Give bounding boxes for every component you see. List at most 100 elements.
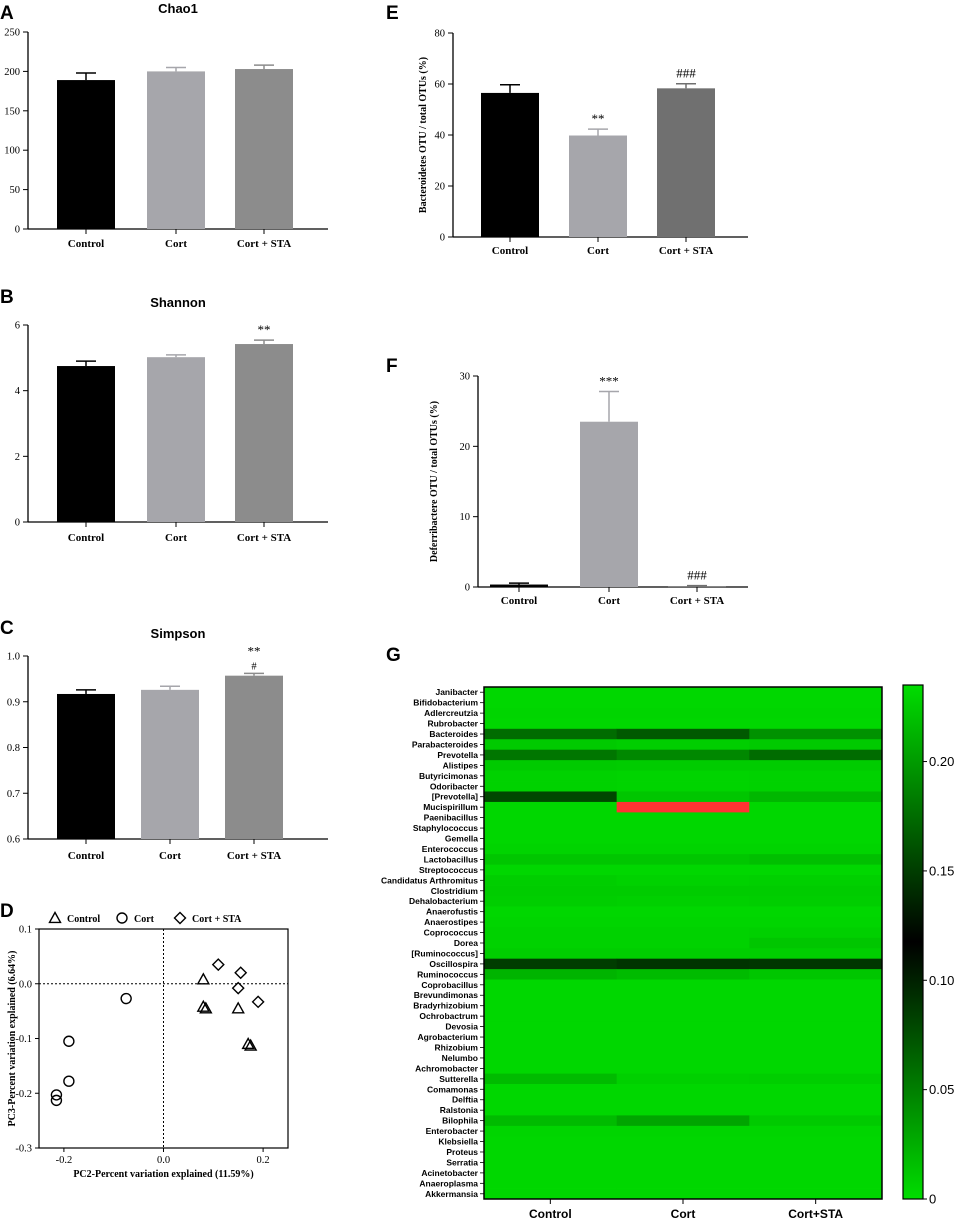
- heatmap-cell: [749, 969, 883, 980]
- heatmap-cell: [749, 1136, 883, 1148]
- heatmap-cell: [484, 739, 618, 751]
- y-tick-label: 50: [10, 185, 21, 196]
- heatmap-row-label: Dorea: [454, 938, 478, 948]
- y-axis-label: Bacteroidetes OTU / total OTUs (%): [418, 57, 429, 213]
- significance-marker: ***: [599, 373, 619, 388]
- heatmap-cell: [484, 707, 618, 719]
- category-label: Cort + STA: [237, 532, 291, 544]
- heatmap-cell: [749, 1115, 883, 1127]
- heatmap-cell: [484, 843, 618, 855]
- significance-marker: **: [258, 322, 271, 337]
- heatmap-cell: [484, 1157, 618, 1169]
- bar-2: [225, 675, 283, 839]
- y-tick-label: 0: [440, 233, 445, 244]
- heatmap-cell: [484, 791, 618, 803]
- y-tick-label: -0.1: [15, 1034, 32, 1045]
- heatmap-cell: [616, 687, 750, 698]
- heatmap-cell: [616, 801, 750, 813]
- heatmap-cell: [616, 718, 750, 730]
- significance-marker: **: [592, 111, 605, 126]
- heatmap-cell: [616, 1178, 750, 1189]
- panel-d-pcoa-scatter: -0.2 0.0 0.2 -0.3 -0.2 -0.1 0.0 0.1 PC2-Percent …: [7, 911, 289, 1180]
- heatmap-cell: [749, 1031, 883, 1043]
- heatmap-cell: [484, 1084, 618, 1095]
- category-label: Control: [68, 532, 104, 544]
- heatmap-cell: [484, 1010, 618, 1022]
- y-tick-label: 200: [4, 67, 20, 78]
- circle-point: [63, 1075, 75, 1087]
- heatmap-row-label: Serratia: [446, 1157, 478, 1167]
- panel-letter-b: B: [0, 287, 14, 308]
- heatmap-row-label: Klebsiella: [438, 1137, 478, 1147]
- heatmap-row-label: Anaerostipes: [424, 917, 478, 927]
- heatmap-cell: [749, 875, 883, 886]
- heatmap-cell: [484, 1188, 618, 1200]
- heatmap-cell: [749, 1010, 883, 1022]
- heatmap-cell: [484, 979, 618, 991]
- heatmap-cell: [749, 1178, 883, 1189]
- heatmap-row-label: Rubrobacter: [427, 719, 478, 729]
- category-label: Cort: [165, 238, 187, 250]
- heatmap-cell: [616, 833, 750, 845]
- heatmap-cell: [616, 1010, 750, 1022]
- heatmap-cell: [484, 969, 618, 980]
- heatmap-cell: [749, 770, 883, 782]
- colorbar-tick-label: 0: [929, 1192, 936, 1207]
- heatmap-column-label: Cort: [671, 1207, 696, 1221]
- legend-marker-circle: [116, 912, 128, 924]
- chart-title: Chao1: [158, 1, 198, 16]
- bar-0: [57, 693, 115, 839]
- heatmap-cell: [749, 822, 883, 834]
- heatmap-row-label: Enterococcus: [422, 844, 478, 854]
- heatmap-cell: [749, 1104, 883, 1116]
- bar-0: [57, 366, 115, 522]
- heatmap-cell: [484, 833, 618, 845]
- heatmap-cell: [616, 760, 750, 771]
- heatmap-row-label: Odoribacter: [430, 781, 479, 791]
- significance-sub-marker: #: [251, 661, 257, 672]
- bar-2: [235, 69, 293, 229]
- category-label: Cort + STA: [670, 595, 724, 607]
- heatmap-cell: [616, 1136, 750, 1148]
- heatmap-cell: [616, 979, 750, 991]
- heatmap-cell: [616, 1188, 750, 1200]
- heatmap-row-label: Acinetobacter: [421, 1168, 478, 1178]
- heatmap-row-label: Bradyrhizobium: [413, 1001, 478, 1011]
- heatmap-row-label: Coprobacillus: [421, 980, 478, 990]
- category-label: Control: [492, 245, 528, 257]
- heatmap-cell: [749, 687, 883, 698]
- heatmap-row-label: Staphylococcus: [413, 823, 478, 833]
- heatmap-cell: [484, 822, 618, 834]
- heatmap-cell: [616, 1031, 750, 1043]
- heatmap-cell: [749, 885, 883, 897]
- heatmap-cell: [616, 1104, 750, 1116]
- heatmap-row-label: Achromobacter: [415, 1063, 479, 1073]
- heatmap-cell: [484, 895, 618, 907]
- heatmap-cell: [484, 749, 618, 761]
- y-tick-label: 30: [460, 372, 471, 383]
- heatmap-cell: [616, 1094, 750, 1106]
- panel-f-deferribactere-chart: Deferribactere OTU / total OTUs (%) 0 10 20…: [429, 372, 748, 607]
- y-tick-label: 0: [465, 583, 470, 594]
- heatmap-cell: [616, 739, 750, 751]
- panel-letters: A B C D E F G: [0, 3, 401, 922]
- heatmap-cell: [749, 1042, 883, 1054]
- diamond-point: [211, 958, 225, 972]
- bar-1: [580, 421, 638, 587]
- heatmap-cell: [484, 1052, 618, 1064]
- y-tick-label: 1.0: [7, 652, 20, 663]
- heatmap-cell: [749, 948, 883, 960]
- heatmap-cell: [616, 958, 750, 970]
- heatmap-row-label: Brevundimonas: [414, 990, 479, 1000]
- legend-label: Control: [67, 914, 100, 925]
- triangle-point: [196, 999, 211, 1012]
- category-label: Cort: [165, 532, 187, 544]
- heatmap-cell: [616, 969, 750, 980]
- heatmap-column-label: Cort+STA: [788, 1207, 843, 1221]
- heatmap-cell: [749, 1021, 883, 1033]
- category-label: Cort: [159, 850, 181, 862]
- heatmap-row-label: Gemella: [445, 834, 478, 844]
- heatmap-column-label: Control: [529, 1207, 572, 1221]
- heatmap-cell: [484, 927, 618, 939]
- heatmap-cell: [616, 728, 750, 740]
